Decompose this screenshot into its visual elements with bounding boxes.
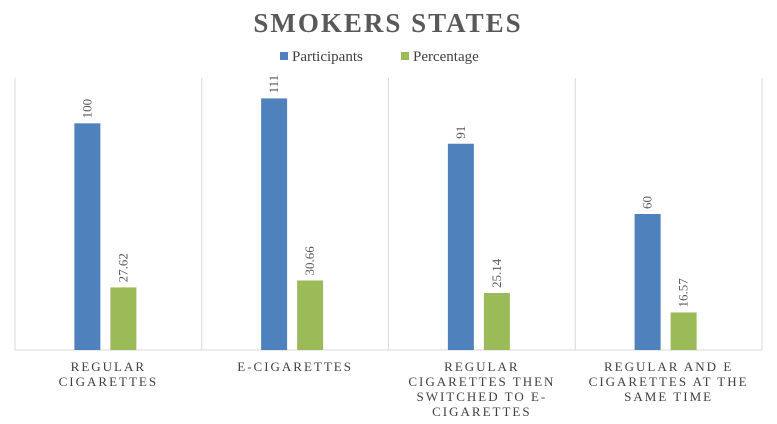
category-label-3: CIGARETTES AT THE bbox=[589, 374, 749, 389]
data-label-participants-3: 60 bbox=[640, 196, 655, 209]
bar-percentage-2 bbox=[483, 293, 510, 350]
legend-swatch-percentage bbox=[401, 52, 409, 60]
category-label-2: CIGARETTES bbox=[432, 404, 531, 419]
data-label-participants-2: 91 bbox=[453, 126, 468, 139]
data-label-percentage-1: 30.66 bbox=[302, 246, 317, 276]
data-label-participants-1: 111 bbox=[266, 75, 281, 94]
data-labels: 100 111 91 60 27.62 30.66 25.14 16.57 bbox=[79, 75, 690, 308]
category-label-2: REGULAR bbox=[444, 359, 519, 374]
category-label-2: SWITCHED TO E- bbox=[416, 389, 547, 404]
category-label-0: REGULAR bbox=[71, 359, 146, 374]
category-label-3: SAME TIME bbox=[624, 389, 713, 404]
data-label-percentage-0: 27.62 bbox=[115, 253, 130, 282]
bar-participants-0 bbox=[74, 123, 101, 350]
bars bbox=[74, 98, 697, 351]
legend-label-participants: Participants bbox=[292, 49, 363, 65]
bar-percentage-0 bbox=[110, 287, 137, 350]
bar-percentage-3 bbox=[670, 312, 697, 350]
bar-participants-1 bbox=[261, 98, 288, 351]
data-label-participants-0: 100 bbox=[79, 99, 94, 119]
bar-participants-2 bbox=[447, 143, 474, 350]
data-label-percentage-3: 16.57 bbox=[676, 278, 691, 308]
category-label-3: REGULAR AND E bbox=[604, 359, 733, 374]
category-label-2: CIGARETTES THEN bbox=[408, 374, 555, 389]
bar-percentage-1 bbox=[297, 280, 324, 350]
legend-swatch-participants bbox=[280, 52, 288, 60]
legend: Participants Percentage bbox=[280, 49, 479, 65]
legend-label-percentage: Percentage bbox=[413, 49, 479, 65]
bar-participants-3 bbox=[634, 214, 661, 350]
category-label-1: E-CIGARETTES bbox=[237, 359, 353, 374]
data-label-percentage-2: 25.14 bbox=[489, 258, 504, 288]
chart-title: SMOKERS STATES bbox=[253, 8, 522, 38]
category-label-0: CIGARETTES bbox=[59, 374, 158, 389]
